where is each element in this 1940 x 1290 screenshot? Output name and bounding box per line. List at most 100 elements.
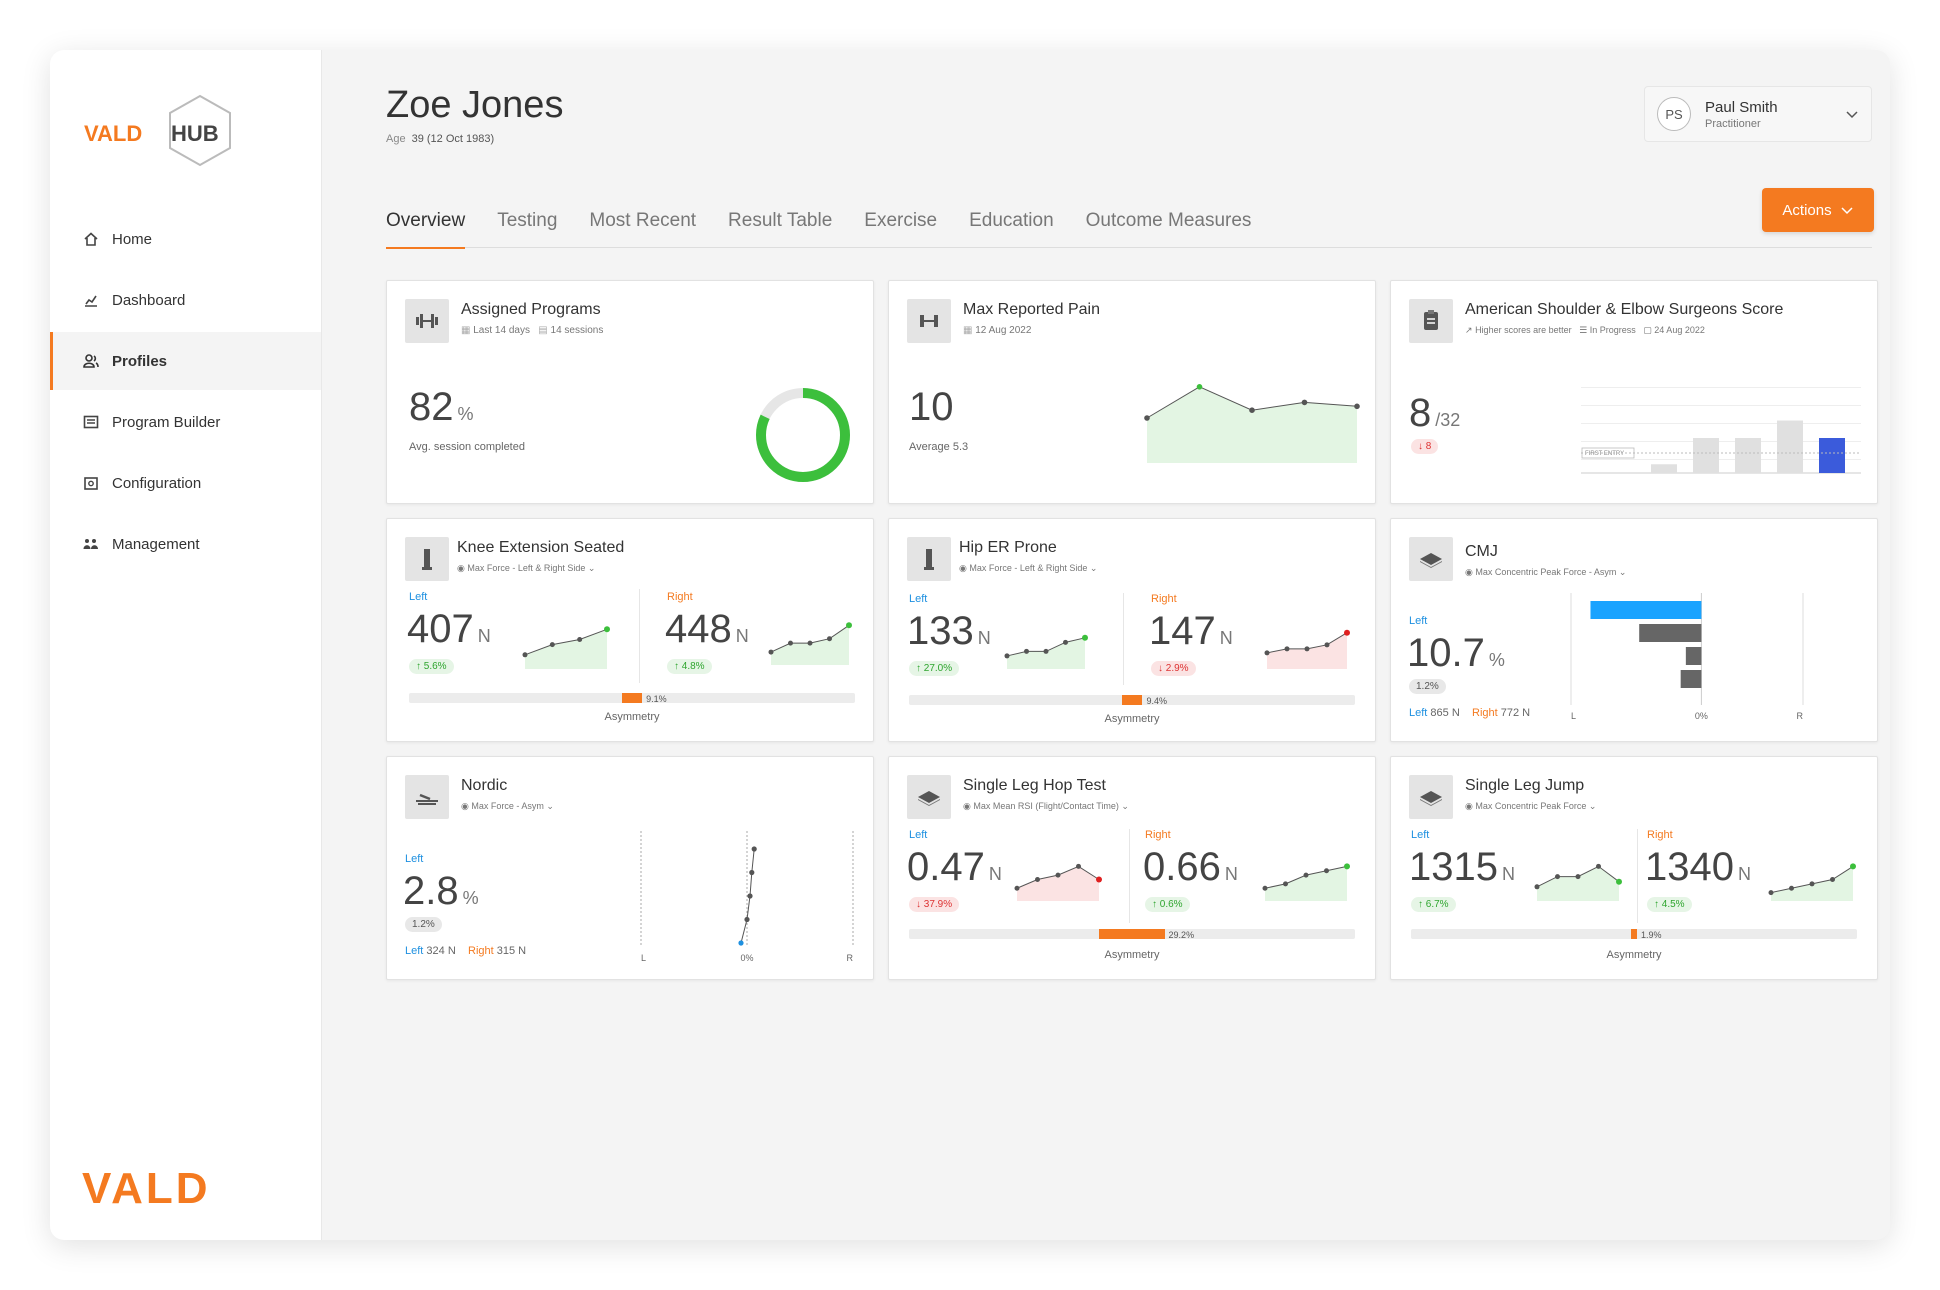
nordic-point: [744, 916, 750, 923]
sparkline-point: [1344, 863, 1350, 870]
sparkline-point: [1534, 884, 1540, 890]
pain-point: [1249, 407, 1255, 413]
card-cmj[interactable]: CMJ ◉ Max Concentric Peak Force - Asym ⌄…: [1390, 518, 1878, 742]
sparkline-area: [1771, 866, 1853, 901]
card-assigned-programs[interactable]: Assigned Programs ▦ Last 14 days ▤ 14 se…: [386, 280, 874, 504]
card-single-leg-jump[interactable]: Single Leg Jump ◉ Max Concentric Peak Fo…: [1390, 756, 1878, 980]
right-name: Right: [468, 945, 494, 957]
left-sparkline: [1534, 863, 1622, 901]
sparkline-point: [1264, 650, 1270, 656]
first-entry-label: FIRST ENTRY: [1585, 451, 1624, 457]
pain-average: Average 5.3: [909, 441, 969, 453]
card-hip-er-prone[interactable]: Hip ER Prone ◉ Max Force - Left & Right …: [888, 518, 1376, 742]
tab-exercise[interactable]: Exercise: [864, 210, 938, 231]
axis-tick-label: R: [847, 953, 854, 963]
card-subtitle[interactable]: ◉ Max Concentric Peak Force - Asym ⌄: [1465, 567, 1627, 577]
value-unit: N: [977, 628, 991, 648]
force-readout: Left 865 N Right 772 N: [1409, 707, 1530, 719]
cmj-bar: [1685, 647, 1702, 665]
sidebar-item-management[interactable]: Management: [50, 515, 321, 573]
nordic-point: [751, 846, 757, 852]
card-subtitle[interactable]: ◉ Max Force - Left & Right Side ⌄: [959, 563, 1098, 573]
sidebar-item-profiles[interactable]: Profiles: [50, 332, 321, 390]
value-unit: N: [1219, 628, 1233, 648]
valdhub-logo[interactable]: VALD HUB: [80, 88, 280, 178]
sparkline-point: [1850, 863, 1856, 870]
ases-bar: [1777, 420, 1803, 473]
asymmetry-value: 10.7%: [1407, 631, 1505, 676]
pain-area: [1147, 386, 1357, 463]
value-unit: N: [1224, 864, 1238, 884]
sparkline-point: [1076, 863, 1081, 869]
tab-most-recent[interactable]: Most Recent: [589, 210, 697, 231]
page-title: Zoe Jones: [386, 84, 564, 126]
axis-tick-label: R: [1797, 711, 1804, 721]
tab-education[interactable]: Education: [969, 210, 1054, 231]
card-subtitle[interactable]: ◉ Max Concentric Peak Force ⌄: [1465, 801, 1597, 811]
trend-up-icon: ↗: [1465, 325, 1473, 335]
sessions-label: 14 sessions: [550, 325, 604, 336]
calendar-icon: ▦: [963, 325, 973, 336]
svg-text:HUB: HUB: [171, 121, 219, 146]
right-sparkline: [1264, 629, 1350, 669]
sidebar-nav: Home Dashboard Profiles Program Builder …: [50, 210, 321, 576]
sidebar: VALD HUB Home Dashboard Profiles Program…: [50, 50, 322, 1240]
value-total: /32: [1435, 410, 1461, 430]
value-number: 133: [907, 609, 974, 653]
calendar-icon: ▢: [1643, 325, 1652, 335]
ases-bar-chart: FIRST ENTRY: [1581, 387, 1861, 474]
completion-caption: Avg. session completed: [409, 441, 525, 453]
sparkline-point: [827, 636, 832, 642]
right-label: Right: [1151, 593, 1177, 605]
sidebar-item-configuration[interactable]: Configuration: [50, 454, 321, 512]
card-ases-score[interactable]: American Shoulder & Elbow Surgeons Score…: [1390, 280, 1878, 504]
user-name: Paul Smith: [1705, 98, 1778, 116]
tab-overview[interactable]: Overview: [386, 200, 466, 249]
left-value: 0.47 N: [907, 845, 1002, 890]
value-unit: N: [735, 626, 749, 646]
user-menu[interactable]: PS Paul Smith Practitioner: [1644, 86, 1872, 142]
card-subtitle[interactable]: ◉ Max Force - Left & Right Side ⌄: [457, 563, 596, 573]
ases-bar: [1819, 438, 1845, 473]
card-knee-extension[interactable]: Knee Extension Seated ◉ Max Force - Left…: [386, 518, 874, 742]
program-builder-icon: [83, 415, 99, 429]
sidebar-item-label: Home: [112, 230, 153, 248]
dashboard-icon: [85, 295, 97, 307]
sidebar-item-dashboard[interactable]: Dashboard: [50, 271, 321, 329]
left-label: Left: [909, 593, 928, 605]
sidebar-item-program-builder[interactable]: Program Builder: [50, 393, 321, 451]
card-nordic[interactable]: Nordic ◉ Max Force - Asym ⌄ Left 2.8% 1.…: [386, 756, 874, 980]
sparkline-point: [846, 622, 852, 629]
left-label: Left: [909, 829, 928, 841]
pain-point: [1354, 403, 1360, 410]
completion-value: 82%: [409, 385, 474, 430]
value-unit: %: [462, 888, 479, 908]
left-label: Left: [1409, 615, 1428, 627]
asymmetry-label: Asymmetry: [1104, 713, 1160, 725]
left-sparkline: [1004, 634, 1088, 669]
sidebar-item-home[interactable]: Home: [50, 210, 321, 268]
card-max-reported-pain[interactable]: Max Reported Pain ▦ 12 Aug 2022 10 Avera…: [888, 280, 1376, 504]
user-role: Practitioner: [1705, 117, 1761, 130]
period-label: Last 14 days: [473, 325, 530, 336]
left-sparkline: [522, 626, 610, 669]
tab-testing[interactable]: Testing: [497, 210, 558, 231]
actions-button[interactable]: Actions: [1762, 188, 1874, 232]
tab-outcome-measures[interactable]: Outcome Measures: [1085, 210, 1252, 231]
ases-change-badge: ↓ 8: [1411, 439, 1439, 454]
svg-text:VALD: VALD: [84, 121, 142, 146]
asymmetry-value: 2.8%: [403, 869, 479, 914]
nordic-point: [747, 893, 753, 899]
metric-label: Max Force - Left & Right Side: [467, 563, 586, 573]
tab-bar: Overview Testing Most Recent Result Tabl…: [386, 200, 1872, 249]
card-subtitle[interactable]: ◉ Max Force - Asym ⌄: [461, 801, 554, 811]
sparkline-point: [788, 640, 793, 646]
card-subtitle: ↗ Higher scores are better ☰ In Progress…: [1465, 325, 1705, 336]
value-unit: N: [988, 864, 1002, 884]
card-single-leg-hop[interactable]: Single Leg Hop Test ◉ Max Mean RSI (Flig…: [888, 756, 1376, 980]
avatar: PS: [1657, 97, 1691, 131]
tab-result-table[interactable]: Result Table: [728, 210, 833, 231]
value-number: 147: [1149, 609, 1216, 653]
card-subtitle[interactable]: ◉ Max Mean RSI (Flight/Contact Time) ⌄: [963, 801, 1129, 811]
divider: [1123, 593, 1124, 685]
